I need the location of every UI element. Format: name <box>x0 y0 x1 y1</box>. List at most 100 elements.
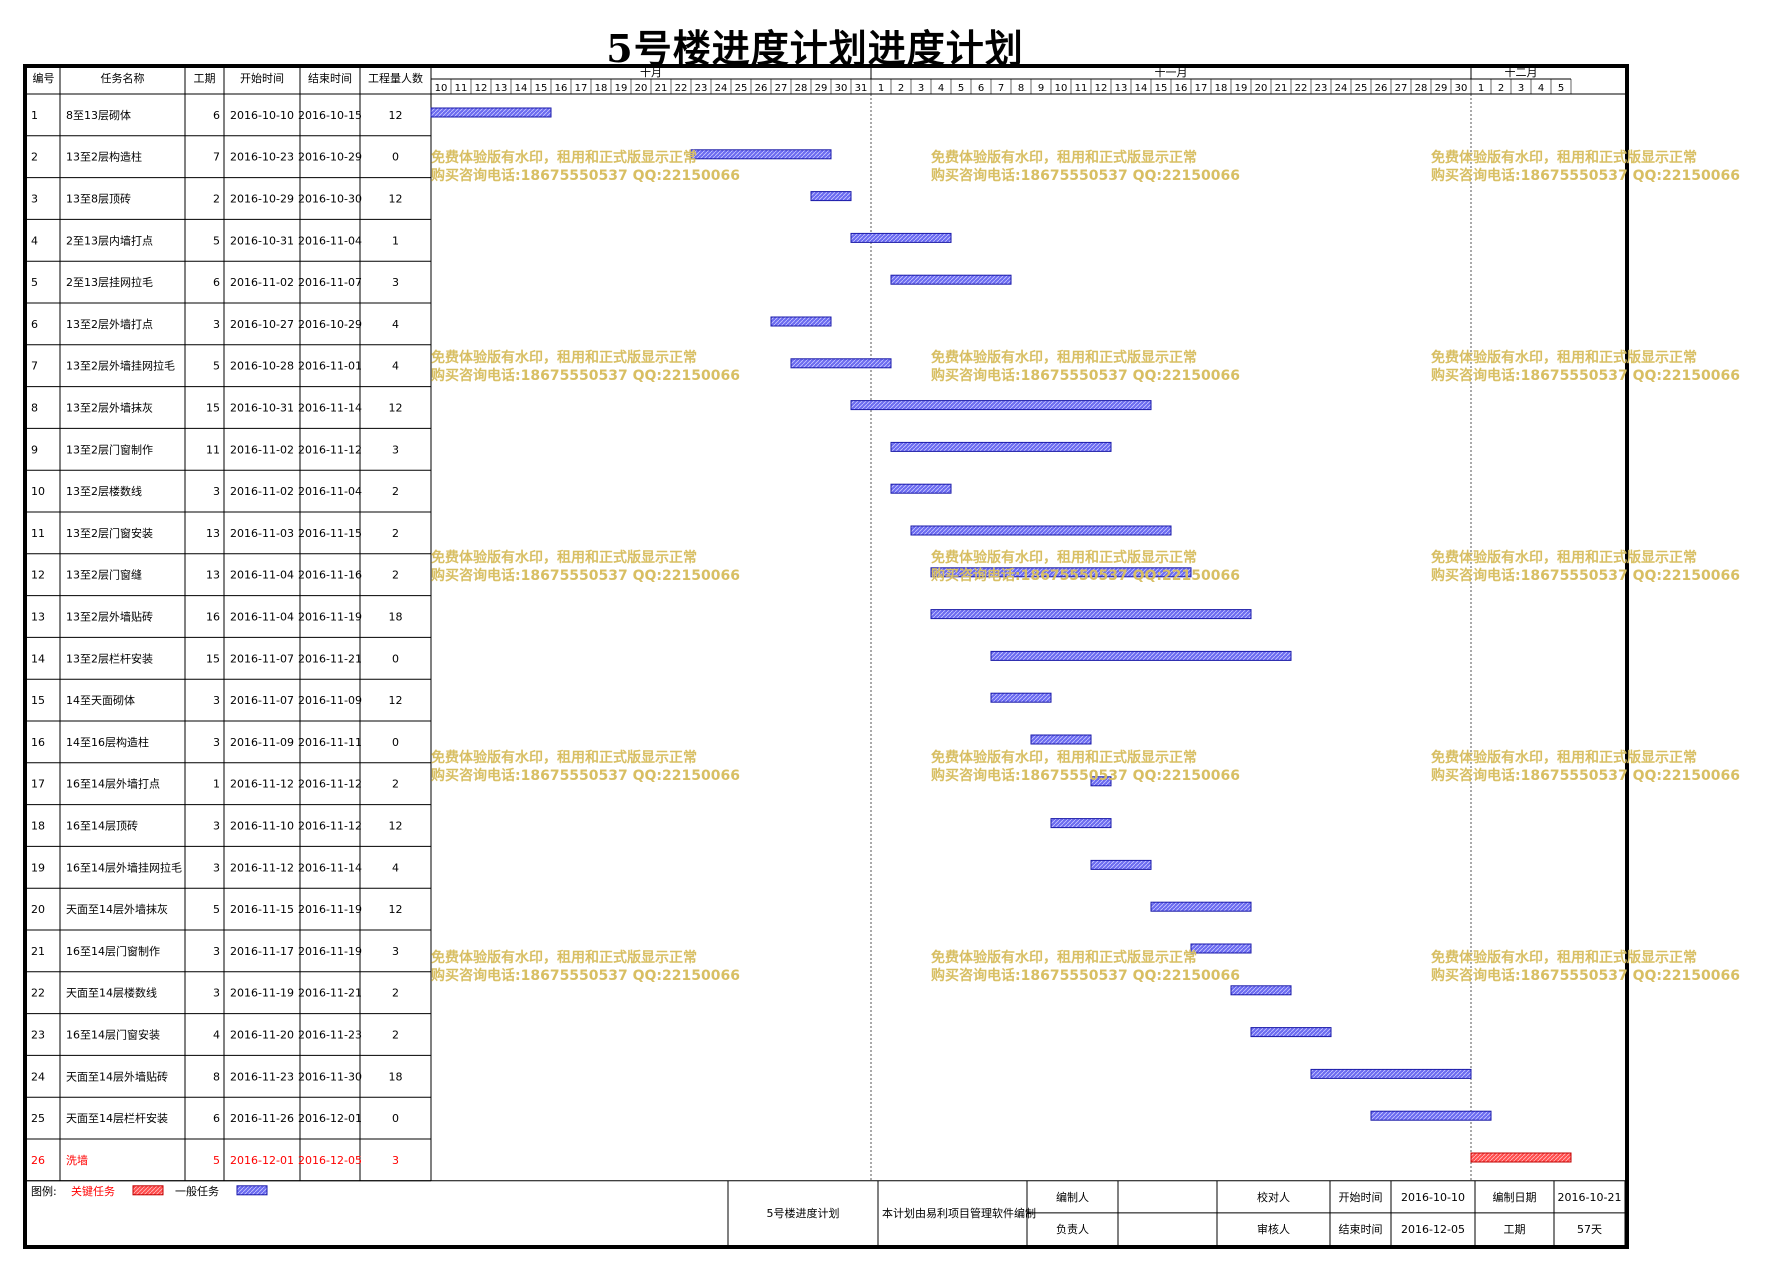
task-start: 2016-11-15 <box>230 903 294 916</box>
day-tick-label: 7 <box>998 83 1004 94</box>
watermark-line-1: 免费体验版有水印，租用和正式版显示正常 <box>931 349 1197 366</box>
task-end: 2016-11-19 <box>298 903 362 916</box>
task-duration: 2 <box>213 193 220 206</box>
watermark-line-1: 免费体验版有水印，租用和正式版显示正常 <box>931 949 1197 966</box>
day-tick-label: 10 <box>435 83 448 94</box>
task-duration: 3 <box>213 861 220 874</box>
task-name: 16至14层外墙打点 <box>66 777 160 791</box>
watermark-line-1: 免费体验版有水印，租用和正式版显示正常 <box>931 749 1197 766</box>
task-bar <box>770 316 832 327</box>
task-bar <box>910 525 1172 536</box>
column-header: 任务名称 <box>101 71 145 85</box>
task-name: 13至2层构造柱 <box>66 150 142 164</box>
auditor-label: 审核人 <box>1257 1222 1290 1236</box>
day-tick-label: 25 <box>735 83 748 94</box>
task-bar <box>1230 985 1292 996</box>
task-start: 2016-11-12 <box>230 861 294 874</box>
task-name: 天面至14层栏杆安装 <box>66 1111 168 1125</box>
critical-task-bar <box>1470 1152 1572 1163</box>
task-name: 天面至14层外墙贴砖 <box>66 1069 168 1083</box>
start-label: 开始时间 <box>1339 1190 1383 1204</box>
task-workers: 12 <box>389 402 403 415</box>
task-duration: 3 <box>213 945 220 958</box>
task-name: 13至2层栏杆安装 <box>66 651 153 665</box>
watermark-line-2: 购买咨询电话:18675550537 QQ:22150066 <box>431 967 740 984</box>
day-tick-label: 18 <box>1215 83 1228 94</box>
task-workers: 18 <box>389 611 403 624</box>
task-end: 2016-11-19 <box>298 611 362 624</box>
task-end: 2016-11-01 <box>298 360 362 373</box>
watermark-line-2: 购买咨询电话:18675550537 QQ:22150066 <box>431 767 740 784</box>
watermark-line-1: 免费体验版有水印，租用和正式版显示正常 <box>431 349 697 366</box>
task-start: 2016-11-07 <box>230 652 294 665</box>
watermark-line-2: 购买咨询电话:18675550537 QQ:22150066 <box>931 767 1240 784</box>
task-workers: 2 <box>392 1029 399 1042</box>
task-id: 5 <box>31 276 38 289</box>
task-workers: 12 <box>389 193 403 206</box>
day-tick-label: 25 <box>1355 83 1368 94</box>
watermark-line-2: 购买咨询电话:18675550537 QQ:22150066 <box>931 967 1240 984</box>
task-end: 2016-11-21 <box>298 987 362 1000</box>
day-tick-label: 20 <box>1255 83 1268 94</box>
task-id: 2 <box>31 151 38 164</box>
task-duration: 15 <box>206 652 220 665</box>
task-name: 13至2层楼数线 <box>66 484 142 498</box>
task-end: 2016-11-21 <box>298 652 362 665</box>
task-name: 16至14层门窗安装 <box>66 1028 160 1042</box>
day-tick-label: 20 <box>635 83 648 94</box>
task-start: 2016-11-02 <box>230 443 294 456</box>
task-name: 2至13层挂网拉毛 <box>66 275 153 289</box>
page-title: 5号楼进度计划进度计划 <box>606 26 1024 71</box>
duration-label: 工期 <box>1504 1223 1526 1236</box>
task-id: 25 <box>31 1112 45 1125</box>
task-start: 2016-10-23 <box>230 151 294 164</box>
task-id: 22 <box>31 987 45 1000</box>
task-bar <box>850 232 952 243</box>
task-start: 2016-10-31 <box>230 234 294 247</box>
day-tick-label: 29 <box>1435 83 1448 94</box>
day-tick-label: 11 <box>455 83 468 94</box>
watermark-line-1: 免费体验版有水印，租用和正式版显示正常 <box>431 949 697 966</box>
day-tick-label: 23 <box>695 83 708 94</box>
legend-critical-swatch <box>132 1185 164 1196</box>
task-workers: 3 <box>392 443 399 456</box>
task-bar <box>1030 734 1092 745</box>
task-bar <box>930 567 1192 578</box>
task-duration: 7 <box>213 151 220 164</box>
date-value: 2016-10-21 <box>1558 1191 1622 1204</box>
column-header: 结束时间 <box>308 72 352 85</box>
task-bar <box>1250 1027 1332 1038</box>
day-tick-label: 26 <box>1375 83 1388 94</box>
day-tick-label: 29 <box>815 83 828 94</box>
task-end: 2016-12-01 <box>298 1112 362 1125</box>
watermark-line-2: 购买咨询电话:18675550537 QQ:22150066 <box>1431 367 1740 384</box>
task-name: 16至14层外墙挂网拉毛 <box>66 860 182 874</box>
task-workers: 0 <box>392 652 399 665</box>
task-start: 2016-11-26 <box>230 1112 294 1125</box>
task-name: 13至2层外墙打点 <box>66 317 153 331</box>
task-bar <box>810 191 852 202</box>
plan-name: 5号楼进度计划 <box>767 1206 840 1220</box>
day-tick-label: 13 <box>495 83 508 94</box>
task-end: 2016-11-12 <box>298 820 362 833</box>
day-tick-label: 10 <box>1055 83 1068 94</box>
task-bars <box>430 107 1572 1163</box>
day-tick-label: 8 <box>1018 83 1024 94</box>
task-bar <box>890 441 1112 452</box>
day-tick-label: 21 <box>655 83 668 94</box>
watermark-line-2: 购买咨询电话:18675550537 QQ:22150066 <box>1431 767 1740 784</box>
day-tick-label: 19 <box>1235 83 1248 94</box>
task-workers: 12 <box>389 109 403 122</box>
task-name: 2至13层内墙打点 <box>66 233 153 247</box>
task-workers: 3 <box>392 945 399 958</box>
task-name: 13至2层外墙抹灰 <box>66 401 153 415</box>
watermark-line-1: 免费体验版有水印，租用和正式版显示正常 <box>1431 949 1697 966</box>
legend-normal-swatch <box>236 1185 268 1196</box>
task-bar <box>790 358 892 369</box>
gantt-grid <box>27 64 1625 1182</box>
task-start: 2016-11-19 <box>230 987 294 1000</box>
day-tick-label: 22 <box>1295 83 1308 94</box>
task-duration: 1 <box>213 778 220 791</box>
